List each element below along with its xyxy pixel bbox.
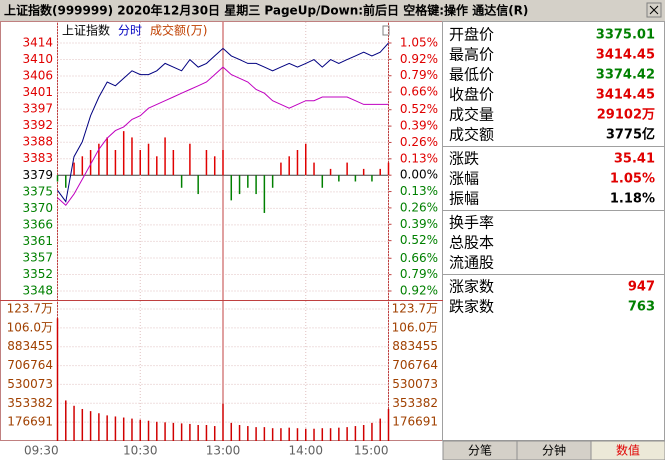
expand-button[interactable] <box>382 25 390 36</box>
volume-tick-label: 530073 <box>392 377 438 391</box>
tab-label[interactable]: 分钟 <box>542 443 566 458</box>
y-tick-label: 3388 <box>22 135 53 149</box>
time-axis-bar <box>0 441 443 460</box>
info-label: 涨跌 <box>449 150 479 168</box>
y2-tick-label: 0.79% <box>400 267 438 281</box>
legend-entry: 成交额(万) <box>150 23 207 38</box>
chart-frame <box>0 21 443 441</box>
y-tick-label: 3361 <box>22 234 53 248</box>
volume-tick-label: 706764 <box>392 358 438 372</box>
y-tick-label: 3375 <box>22 184 53 198</box>
volume-tick-label: 123.7万 <box>392 302 438 316</box>
y2-tick-label: 0.39% <box>400 217 438 231</box>
info-label: 开盘价 <box>449 26 494 44</box>
tab-label[interactable]: 数值 <box>616 443 640 458</box>
volume-tick-label: 353382 <box>392 396 438 410</box>
window-title: 上证指数(999999) 2020年12月30日 星期三 PageUp/Down… <box>4 3 528 18</box>
info-label: 最高价 <box>449 46 494 64</box>
y-tick-label: 3406 <box>22 69 53 83</box>
volume-tick-label: 106.0万 <box>392 320 438 334</box>
info-frame <box>442 21 665 441</box>
y2-tick-label: 0.66% <box>400 251 438 265</box>
x-tick-label: 15:00 <box>354 444 389 458</box>
y-tick-label: 3397 <box>22 102 53 116</box>
y-tick-label: 3370 <box>22 201 53 215</box>
y-tick-label: 3352 <box>22 267 53 281</box>
info-label: 成交额 <box>449 126 494 144</box>
price-line <box>57 42 389 203</box>
tab[interactable] <box>590 440 665 460</box>
volume-tick-label: 176691 <box>392 415 438 429</box>
legend-entry: 分时 <box>118 24 142 38</box>
x-tick-label: 13:00 <box>206 444 241 458</box>
info-value: 35.41 <box>614 152 655 167</box>
info-value: 1.18% <box>610 192 655 207</box>
y2-tick-label: 0.92% <box>400 52 438 66</box>
y2-tick-label: 0.26% <box>400 200 438 214</box>
info-value: 3414.45 <box>596 48 655 63</box>
x-tick-label: 09:30 <box>24 444 59 458</box>
y-tick-label: 3383 <box>22 151 53 165</box>
y2-tick-label: 0.66% <box>400 85 438 99</box>
info-value: 29102万 <box>597 108 655 123</box>
info-value: 3374.42 <box>596 68 655 83</box>
info-value: 3414.45 <box>596 88 655 103</box>
y-tick-label: 3392 <box>22 118 53 132</box>
info-label: 振幅 <box>449 190 479 208</box>
info-label: 收盘价 <box>449 86 494 104</box>
volume-tick-label: 706764 <box>7 358 53 372</box>
y-tick-label: 3348 <box>22 284 53 298</box>
y2-tick-label: 0.92% <box>400 284 438 298</box>
info-label: 涨家数 <box>449 278 494 296</box>
volume-tick-label: 123.7万 <box>7 302 53 316</box>
info-value: 3375.01 <box>596 28 655 43</box>
y-tick-label: 3357 <box>22 250 53 264</box>
info-value: 947 <box>628 280 655 295</box>
legend-entry: 上证指数 <box>62 23 110 38</box>
close-icon <box>649 5 659 15</box>
volume-tick-label: 353382 <box>7 396 53 410</box>
y-tick-label: 3414 <box>22 36 53 50</box>
y-tick-label: 3379 <box>22 168 53 182</box>
info-value: 3775亿 <box>606 127 655 143</box>
y2-tick-label: 1.05% <box>400 36 438 50</box>
info-label: 涨幅 <box>449 170 479 188</box>
tab-label[interactable]: 分笔 <box>468 443 492 458</box>
x-tick-label: 14:00 <box>288 444 323 458</box>
y2-tick-label: 0.13% <box>400 151 438 165</box>
info-label: 总股本 <box>449 234 494 252</box>
info-label: 最低价 <box>449 66 494 84</box>
info-label: 流通股 <box>449 254 494 272</box>
info-label: 换手率 <box>449 214 494 232</box>
volume-tick-label: 883455 <box>392 339 438 353</box>
y2-tick-label: 0.79% <box>400 68 438 82</box>
y2-tick-label: 0.13% <box>400 184 438 198</box>
price-line <box>57 66 389 207</box>
info-label: 成交量 <box>449 106 494 124</box>
volume-tick-label: 106.0万 <box>7 320 53 334</box>
info-label: 跌家数 <box>449 298 494 316</box>
y2-tick-label: 0.52% <box>400 233 438 247</box>
y-tick-label: 3401 <box>22 85 53 99</box>
y-tick-label: 3366 <box>22 217 53 231</box>
volume-tick-label: 176691 <box>7 415 53 429</box>
y2-tick-label: 0.00% <box>400 168 438 182</box>
info-value: 763 <box>628 300 655 315</box>
volume-tick-label: 530073 <box>7 377 53 391</box>
x-tick-label: 10:30 <box>123 444 158 458</box>
info-value: 1.05% <box>610 172 655 187</box>
title-bar <box>0 0 665 21</box>
y2-tick-label: 0.39% <box>400 119 438 133</box>
volume-tick-label: 883455 <box>7 339 53 353</box>
y2-tick-label: 0.26% <box>400 135 438 149</box>
y-tick-label: 3410 <box>22 52 53 66</box>
y2-tick-label: 0.52% <box>400 102 438 116</box>
